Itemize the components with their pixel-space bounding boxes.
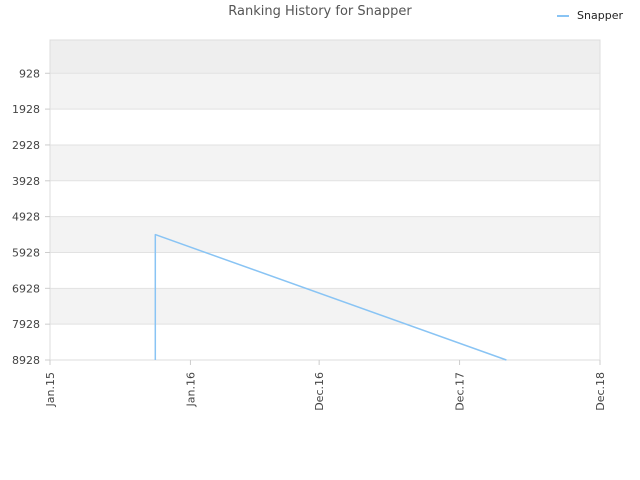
y-tick-label: 3928 [12, 175, 40, 188]
series-line-snapper [154, 233, 507, 361]
y-tick-label: 5928 [12, 246, 40, 259]
grid-band [50, 288, 600, 325]
legend-label: Snapper [577, 9, 623, 22]
grid-band [50, 216, 600, 253]
y-tick-label: 7928 [12, 318, 40, 331]
x-tick-label: Jan.15 [44, 372, 57, 407]
plot-frame [49, 39, 601, 361]
y-tick-label: 928 [19, 67, 40, 80]
x-tick-label: Jan.16 [184, 372, 197, 407]
x-tick-label: Dec.18 [594, 372, 607, 411]
grid-band [50, 144, 600, 181]
y-tick-label: 8928 [12, 354, 40, 367]
x-tick-label: Dec.16 [313, 372, 326, 411]
y-tick-label: 4928 [12, 211, 40, 224]
y-tick-label: 2928 [12, 139, 40, 152]
grid-band [50, 73, 600, 110]
x-tick-label: Dec.17 [454, 372, 467, 411]
y-tick-label: 6928 [12, 282, 40, 295]
legend-swatch [557, 14, 570, 17]
legend: Snapper [557, 9, 623, 22]
grid-band [50, 40, 600, 74]
chart-title: Ranking History for Snapper [228, 4, 412, 19]
y-tick-label: 1928 [12, 103, 40, 116]
